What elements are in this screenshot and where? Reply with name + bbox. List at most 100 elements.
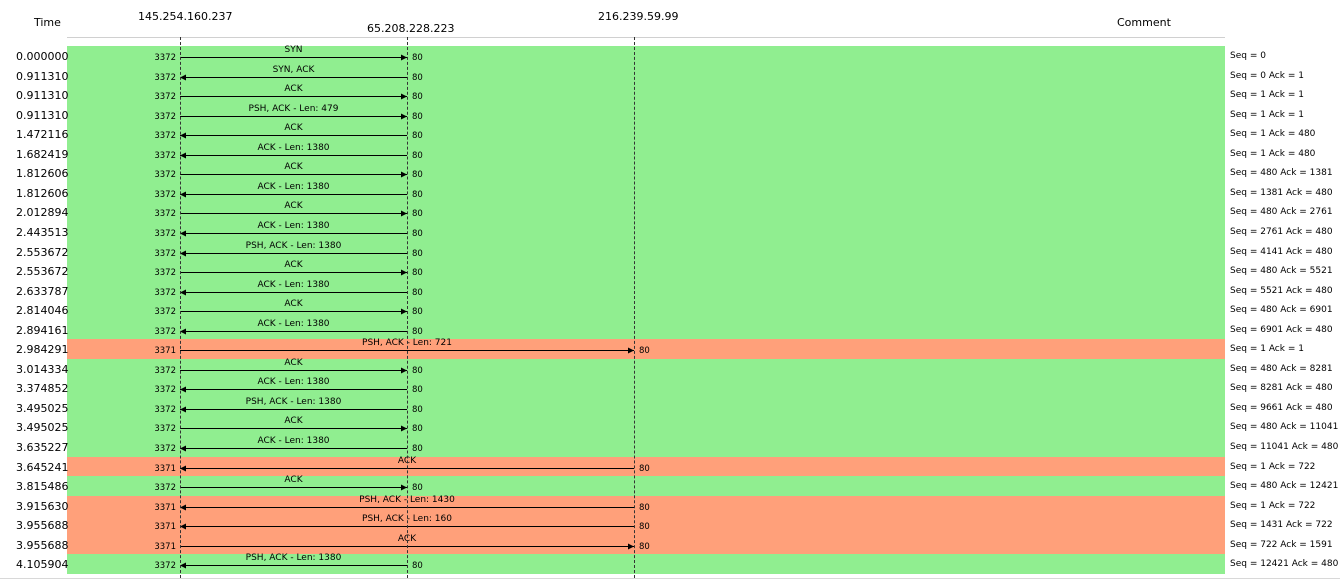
flow-row[interactable]: 1.812606 3372 80 ACK Seq = 480 Ack = 1381	[0, 162, 1340, 184]
flow-row[interactable]: 3.374852 3372 80 ACK - Len: 1380 Seq = 8281 …	[0, 377, 1340, 399]
row-time: 2.553672	[16, 245, 69, 259]
flow-row[interactable]: 2.894161 3372 80 ACK - Len: 1380 Seq = 6901 …	[0, 318, 1340, 340]
flow-row[interactable]: 1.682419 3372 80 ACK - Len: 1380 Seq = 1 Ack…	[0, 142, 1340, 164]
source-port: 3372	[154, 326, 176, 337]
arrowhead-left-icon	[180, 132, 186, 139]
flow-row[interactable]: 2.553672 3372 80 PSH, ACK - Len: 1380 Seq = …	[0, 241, 1340, 262]
source-port: 3372	[154, 365, 176, 376]
row-time: 2.894161	[16, 323, 69, 337]
destination-port: 80	[412, 131, 423, 142]
arrowhead-left-icon	[180, 152, 186, 159]
source-port: 3372	[154, 92, 176, 103]
arrowhead-left-icon	[180, 465, 186, 472]
packet-label: ACK	[284, 201, 303, 212]
row-time: 2.443513	[16, 225, 69, 239]
row-time: 3.955688	[16, 538, 69, 552]
row-comment: Seq = 2761 Ack = 480	[1230, 226, 1333, 237]
packet-arrow	[180, 523, 634, 530]
row-highlight	[67, 143, 1225, 164]
packet-arrow	[180, 93, 407, 100]
flow-row[interactable]: 2.553672 3372 80 ACK Seq = 480 Ack = 5521	[0, 260, 1340, 282]
row-comment: Seq = 12421 Ack = 480	[1230, 559, 1339, 570]
row-comment: Seq = 0	[1230, 51, 1266, 61]
flow-row[interactable]: 2.012894 3372 80 ACK Seq = 480 Ack = 2761	[0, 201, 1340, 223]
row-time: 3.014334	[16, 362, 69, 376]
destination-port: 80	[412, 483, 423, 494]
destination-port: 80	[412, 92, 423, 103]
packet-arrow	[180, 484, 407, 491]
row-comment: Seq = 480 Ack = 11041	[1230, 422, 1339, 433]
header-divider	[67, 37, 1225, 38]
flow-row[interactable]: 0.911310 3372 80 ACK Seq = 1 Ack = 1	[0, 84, 1340, 106]
flow-row[interactable]: 3.955688 3371 80 PSH, ACK - Len: 160 Seq = 1…	[0, 514, 1340, 536]
packet-arrow	[180, 445, 407, 452]
packet-arrow	[180, 308, 407, 315]
flow-row[interactable]: 3.495025 3372 80 ACK Seq = 480 Ack = 11041	[0, 416, 1340, 438]
packet-arrow	[180, 562, 407, 569]
destination-port: 80	[412, 248, 423, 259]
row-comment: Seq = 1 Ack = 480	[1230, 148, 1316, 159]
arrowhead-right-icon	[401, 93, 407, 100]
flow-row[interactable]: 3.955688 3371 80 ACK Seq = 722 Ack = 1591	[0, 534, 1340, 555]
packet-arrow	[180, 269, 407, 276]
arrowhead-left-icon	[180, 562, 186, 569]
flow-row[interactable]: 2.633787 3372 80 ACK - Len: 1380 Seq = 5521 …	[0, 279, 1340, 301]
flow-row[interactable]: 3.014334 3372 80 ACK Seq = 480 Ack = 8281	[0, 358, 1340, 379]
source-port: 3372	[154, 424, 176, 435]
packet-label: ACK	[284, 84, 303, 95]
row-comment: Seq = 722 Ack = 1591	[1230, 539, 1333, 550]
flow-row[interactable]: 3.815486 3372 80 ACK Seq = 480 Ack = 12421	[0, 475, 1340, 497]
destination-port: 80	[412, 189, 423, 200]
flow-row[interactable]: 0.000000 3372 80 SYN Seq = 0	[0, 45, 1340, 66]
flow-row[interactable]: 2.443513 3372 80 ACK - Len: 1380 Seq = 2761 …	[0, 221, 1340, 242]
flow-row[interactable]: 2.984291 3371 80 PSH, ACK - Len: 721 Seq = 1…	[0, 338, 1340, 360]
flow-row[interactable]: 4.105904 3372 80 PSH, ACK - Len: 1380 Seq = …	[0, 553, 1340, 575]
row-time: 2.814046	[16, 304, 69, 318]
packet-label: PSH, ACK - Len: 479	[248, 103, 339, 114]
packet-label: SYN	[284, 45, 303, 55]
flow-row[interactable]: 0.911310 3372 80 PSH, ACK - Len: 479 Seq = 1…	[0, 103, 1340, 125]
row-highlight	[67, 241, 1225, 262]
packet-label: ACK - Len: 1380	[257, 318, 330, 329]
row-highlight	[67, 85, 1225, 106]
row-highlight	[67, 397, 1225, 418]
arrowhead-left-icon	[180, 504, 186, 511]
row-highlight	[67, 65, 1225, 86]
flow-row[interactable]: 1.812606 3372 80 ACK - Len: 1380 Seq = 1381 …	[0, 182, 1340, 203]
destination-port: 80	[412, 209, 423, 220]
packet-label: ACK - Len: 1380	[257, 142, 330, 153]
row-comment: Seq = 9661 Ack = 480	[1230, 402, 1333, 413]
flow-row[interactable]: 2.814046 3372 80 ACK Seq = 480 Ack = 6901	[0, 299, 1340, 321]
host-1-label: 145.254.160.237	[138, 10, 233, 23]
packet-arrow	[180, 465, 634, 472]
destination-port: 80	[412, 444, 423, 454]
row-time: 3.645241	[16, 460, 69, 474]
arrowhead-right-icon	[401, 367, 407, 374]
packet-label: ACK - Len: 1380	[257, 279, 330, 290]
row-comment: Seq = 5521 Ack = 480	[1230, 285, 1333, 296]
row-highlight	[67, 261, 1225, 282]
row-time: 0.911310	[16, 69, 69, 83]
row-highlight	[67, 534, 1225, 555]
row-highlight	[67, 339, 1225, 360]
arrowhead-right-icon	[401, 210, 407, 217]
packet-label: ACK	[284, 260, 303, 271]
row-highlight	[67, 104, 1225, 125]
flow-row[interactable]: 3.915630 3371 80 PSH, ACK - Len: 1430 Seq = …	[0, 495, 1340, 516]
flow-row[interactable]: 3.495025 3372 80 PSH, ACK - Len: 1380 Seq = …	[0, 397, 1340, 418]
packet-arrow	[180, 504, 634, 511]
source-port: 3372	[154, 268, 176, 279]
packet-label: ACK	[284, 123, 303, 134]
flow-row[interactable]: 1.472116 3372 80 ACK Seq = 1 Ack = 480	[0, 123, 1340, 145]
packet-label: ACK	[284, 162, 303, 173]
flow-row[interactable]: 0.911310 3372 80 SYN, ACK Seq = 0 Ack = 1	[0, 65, 1340, 86]
flow-row[interactable]: 3.635227 3372 80 ACK - Len: 1380 Seq = 11041…	[0, 436, 1340, 457]
row-time: 1.812606	[16, 186, 69, 200]
flow-row[interactable]: 3.645241 3371 80 ACK Seq = 1 Ack = 722	[0, 456, 1340, 477]
packet-label: ACK - Len: 1380	[257, 377, 330, 388]
source-port: 3372	[154, 483, 176, 494]
packet-arrow	[180, 230, 407, 237]
source-port: 3372	[154, 287, 176, 298]
source-port: 3371	[154, 522, 176, 533]
destination-port: 80	[412, 72, 423, 83]
